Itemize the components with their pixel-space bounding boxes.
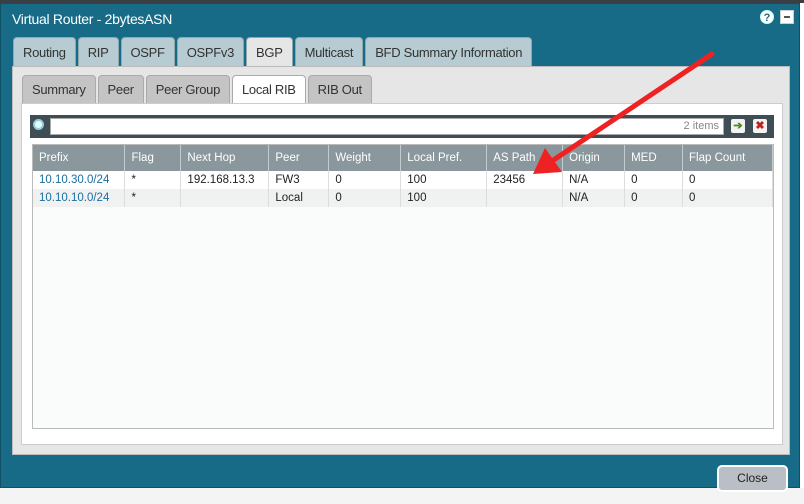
main-tabs: Routing RIP OSPF OSPFv3 BGP Multicast BF… [13,37,533,66]
top-strip [0,0,804,3]
table-cell: * [124,171,182,189]
column-header[interactable]: AS Path [486,145,564,171]
subtab-peer[interactable]: Peer [97,75,144,103]
tab-bfd-summary[interactable]: BFD Summary Information [365,37,533,66]
column-header[interactable]: MED [624,145,684,171]
prefix-link[interactable]: 10.10.30.0/24 [33,171,126,189]
table-cell: FW3 [268,171,330,189]
prefix-link[interactable]: 10.10.10.0/24 [33,189,126,207]
table-cell: * [124,189,182,207]
table-cell: 0 [682,171,773,189]
column-header[interactable]: Flap Count [682,145,773,171]
column-header[interactable]: Weight [328,145,402,171]
clear-filter-icon[interactable]: ✖ [753,119,767,133]
table-cell: 0 [682,189,773,207]
column-header[interactable]: Prefix [33,145,126,171]
table-cell: 100 [400,189,488,207]
tab-routing[interactable]: Routing [13,37,76,66]
dialog-title: Virtual Router - 2bytesASN [12,11,173,27]
subtab-local-rib[interactable]: Local RIB [232,75,306,103]
column-header[interactable]: Origin [562,145,626,171]
table-cell [486,189,564,207]
tab-ospfv3[interactable]: OSPFv3 [176,37,245,66]
table-row[interactable]: 10.10.30.0/24 * 192.168.13.3 FW3 0 100 23456 N/… [33,171,773,189]
table-cell: N/A [562,189,626,207]
subtab-rib-out[interactable]: RIB Out [307,75,372,103]
column-header[interactable]: Peer [268,145,330,171]
background-page [800,3,804,488]
tab-bgp[interactable]: BGP [246,37,293,66]
search-input[interactable]: 2 items [50,118,724,135]
sub-tabs: Summary Peer Peer Group Local RIB RIB Ou… [22,75,372,103]
table-cell: 192.168.13.3 [180,171,270,189]
item-count: 2 items [683,120,719,132]
table-cell: Local [268,189,330,207]
minimize-icon[interactable] [780,10,794,24]
column-header[interactable]: Local Pref. [400,145,488,171]
table-cell: 23456 [486,171,564,189]
column-header[interactable]: Next Hop [180,145,270,171]
help-icon[interactable]: ? [760,10,774,24]
table-cell: 0 [328,189,402,207]
local-rib-table: Prefix Flag Next Hop Peer Weight Local Pref. A… [32,144,774,429]
filter-toolbar: 2 items ➔ ✖ [30,115,774,138]
table-cell: 0 [624,189,684,207]
column-header[interactable]: Flag [124,145,182,171]
table-cell [180,189,270,207]
table-row[interactable]: 10.10.10.0/24 * Local 0 100 N/A 0 0 [33,189,773,207]
subtab-peer-group[interactable]: Peer Group [145,75,230,103]
tab-ospf[interactable]: OSPF [120,37,175,66]
table-cell: 0 [328,171,402,189]
tab-rip[interactable]: RIP [77,37,119,66]
table-cell: N/A [562,171,626,189]
apply-filter-icon[interactable]: ➔ [731,119,745,133]
subtab-summary[interactable]: Summary [22,75,96,103]
table-cell: 0 [624,171,684,189]
search-icon [33,119,44,130]
table-cell: 100 [400,171,488,189]
close-button[interactable]: Close [717,465,788,492]
tab-multicast[interactable]: Multicast [294,37,364,66]
